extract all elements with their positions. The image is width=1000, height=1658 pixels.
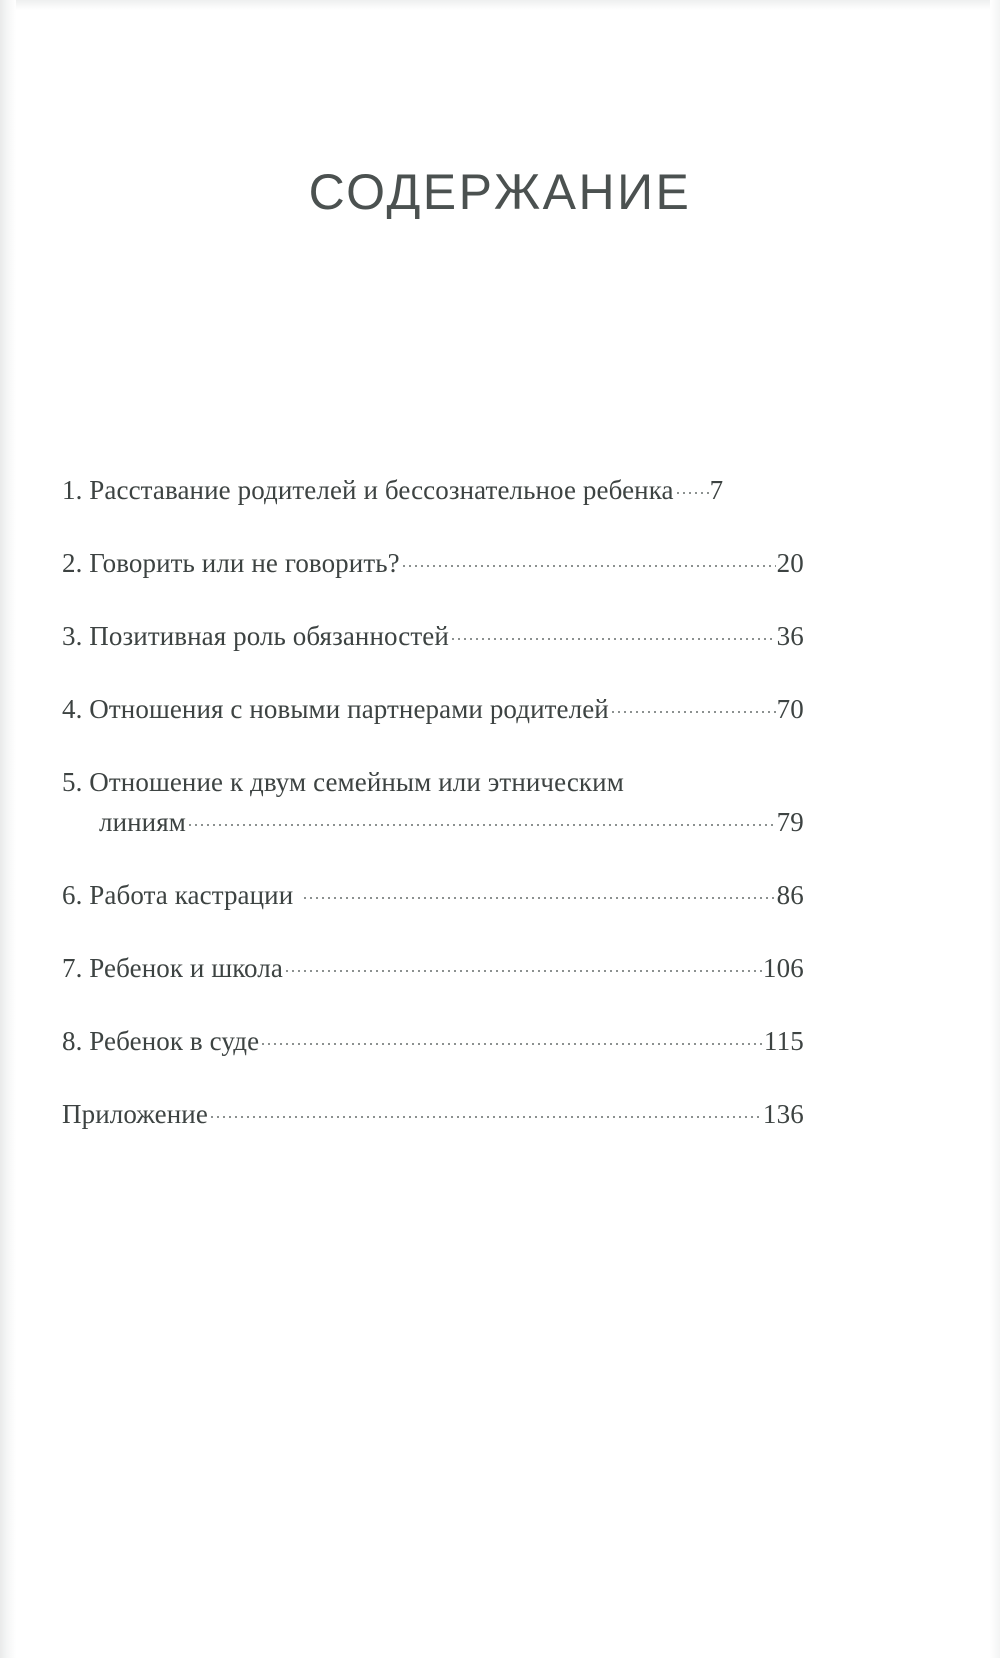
toc-entry-title: 3. Позитивная роль обязанностей xyxy=(62,621,449,651)
dot-leader xyxy=(400,564,776,568)
toc-entry-line: Приложение 136 xyxy=(62,1094,804,1134)
toc-entry-line: 6. Работа кастрации 86 xyxy=(62,875,804,915)
toc-page-number: 36 xyxy=(776,621,804,651)
toc-entry-line: линиям 79 xyxy=(62,802,804,842)
toc-entry-line: 4. Отношения с новыми партнерами родител… xyxy=(62,689,804,729)
toc-entry-title: Приложение xyxy=(62,1099,208,1129)
toc-page-number: 7 xyxy=(709,475,724,505)
toc-entry[interactable]: 4. Отношения с новыми партнерами родител… xyxy=(62,689,804,729)
toc-entry-title: 5. Отношение к двум семейным или этничес… xyxy=(62,767,624,797)
toc-entry-title: линиям xyxy=(99,807,186,837)
toc-entry[interactable]: 7. Ребенок и школа 106 xyxy=(62,948,804,988)
toc-entry-line: 7. Ребенок и школа 106 xyxy=(62,948,804,988)
toc-entry-title: 1. Расставание родителей и бессознательн… xyxy=(62,475,674,505)
toc-entry-line: 2. Говорить или не говорить? 20 xyxy=(62,543,804,583)
toc-entry-title: 8. Ребенок в суде xyxy=(62,1026,260,1056)
toc-list: 1. Расставание родителей и бессознательн… xyxy=(62,470,804,1134)
dot-leader xyxy=(283,969,762,973)
toc-entry[interactable]: 1. Расставание родителей и бессознательн… xyxy=(62,470,804,510)
toc-entry-title: 4. Отношения с новыми партнерами родител… xyxy=(62,694,609,724)
dot-leader xyxy=(674,491,709,495)
scan-edge-right xyxy=(990,0,1000,1658)
toc-entry-title: 2. Говорить или не говорить? xyxy=(62,548,400,578)
toc-entry-line: 8. Ребенок в суде 115 xyxy=(62,1021,804,1061)
page-title: СОДЕРЖАНИЕ xyxy=(308,164,692,220)
toc-entry-line: 5. Отношение к двум семейным или этничес… xyxy=(62,762,804,802)
toc-page-number: 115 xyxy=(763,1026,804,1056)
toc-page-number: 70 xyxy=(776,694,804,724)
scan-edge-top xyxy=(0,0,1000,10)
toc-page-number: 20 xyxy=(776,548,804,578)
toc-page-number: 86 xyxy=(776,880,804,910)
toc-entry-line: 3. Позитивная роль обязанностей 36 xyxy=(62,616,804,656)
toc-entry-title: 7. Ребенок и школа xyxy=(62,953,283,983)
dot-leader xyxy=(186,823,776,827)
dot-leader xyxy=(609,710,776,714)
dot-leader xyxy=(302,896,776,900)
toc-entry[interactable]: 6. Работа кастрации 86 xyxy=(62,875,804,915)
toc-page-number: 106 xyxy=(762,953,804,983)
toc-entry[interactable]: 5. Отношение к двум семейным или этничес… xyxy=(62,762,804,842)
toc-entry[interactable]: Приложение 136 xyxy=(62,1094,804,1134)
toc-entry[interactable]: 2. Говорить или не говорить? 20 xyxy=(62,543,804,583)
toc-page-number: 136 xyxy=(762,1099,804,1129)
dot-leader xyxy=(260,1042,763,1046)
scan-edge-left xyxy=(0,0,16,1658)
toc-entry-line: 1. Расставание родителей и бессознательн… xyxy=(62,470,804,510)
toc-entry[interactable]: 8. Ребенок в суде 115 xyxy=(62,1021,804,1061)
toc-page-number: 79 xyxy=(776,807,804,837)
toc-entry[interactable]: 3. Позитивная роль обязанностей 36 xyxy=(62,616,804,656)
dot-leader xyxy=(449,637,776,641)
dot-leader xyxy=(208,1115,762,1119)
toc-entry-title: 6. Работа кастрации xyxy=(62,880,294,910)
